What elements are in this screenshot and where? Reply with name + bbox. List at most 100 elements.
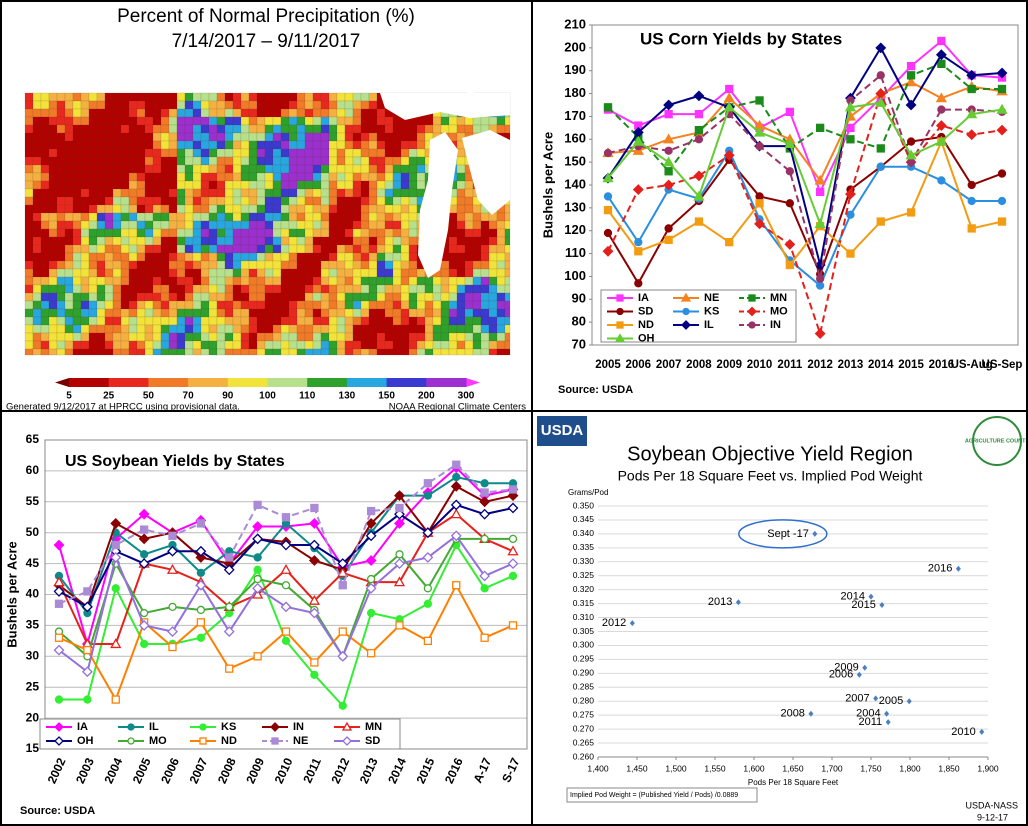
- marker: [906, 157, 916, 167]
- map-cell: [176, 116, 186, 126]
- map-cell: [32, 244, 42, 254]
- marker: [997, 217, 1007, 226]
- map-cell: [288, 124, 298, 134]
- map-cell: [368, 268, 378, 278]
- map-cell: [464, 116, 474, 126]
- map-cell: [480, 228, 490, 238]
- map-cell: [240, 212, 250, 222]
- map-cell: [112, 196, 122, 206]
- map-cell: [88, 188, 98, 198]
- point: [884, 710, 890, 717]
- map-cell: [120, 340, 130, 350]
- map-cell: [240, 332, 250, 342]
- map-cell: [72, 292, 82, 302]
- map-cell: [40, 172, 50, 182]
- legend-label: KS: [704, 305, 719, 317]
- map-cell: [288, 156, 298, 166]
- map-cell: [328, 332, 338, 342]
- map-cell: [376, 332, 386, 342]
- map-cell: [240, 268, 250, 278]
- map-cell: [488, 228, 498, 238]
- map-cell: [32, 316, 42, 326]
- map-cell: [400, 324, 410, 334]
- map-cell: [304, 156, 314, 166]
- map-cell: [440, 260, 450, 270]
- map-cell: [248, 164, 258, 174]
- map-cell: [408, 180, 418, 190]
- map-cell: [264, 284, 274, 294]
- map-cell: [256, 276, 266, 286]
- map-cell: [232, 284, 242, 294]
- map-cell: [48, 156, 58, 166]
- map-cell: [240, 180, 250, 190]
- map-cell: [216, 148, 226, 158]
- legend-marker: [127, 723, 135, 731]
- colorbar-segment: [386, 378, 427, 387]
- map-cell: [80, 244, 90, 254]
- map-cell: [216, 220, 226, 230]
- x-tick-label: 2005: [595, 359, 621, 371]
- map-cell: [416, 348, 426, 356]
- map-cell: [432, 348, 442, 356]
- map-cell: [168, 292, 178, 302]
- map-cell: [160, 196, 170, 206]
- marker: [111, 584, 120, 593]
- map-cell: [248, 180, 258, 190]
- map-cell: [320, 348, 330, 356]
- map-cell: [248, 316, 258, 326]
- map-cell: [312, 108, 322, 118]
- colorbar-segment: [307, 378, 348, 387]
- map-cell: [176, 140, 186, 150]
- map-cell: [72, 260, 82, 270]
- map-cell: [288, 180, 298, 190]
- map-cell: [232, 308, 242, 318]
- map-cell: [112, 340, 122, 350]
- marker: [753, 126, 766, 137]
- map-cell: [32, 268, 42, 278]
- map-cell: [408, 164, 418, 174]
- map-cell: [224, 244, 234, 254]
- map-cell: [296, 228, 306, 238]
- map-cell: [256, 148, 266, 158]
- map-cell: [232, 348, 242, 356]
- map-cell: [136, 164, 146, 174]
- map-cell: [136, 284, 146, 294]
- map-cell: [376, 132, 386, 142]
- map-cell: [392, 300, 402, 310]
- map-cell: [168, 172, 178, 182]
- map-cell: [56, 252, 66, 262]
- map-cell: [72, 244, 82, 254]
- map-cell: [320, 100, 330, 110]
- map-cell: [136, 332, 146, 342]
- map-cell: [160, 268, 170, 278]
- map-cell: [48, 108, 58, 118]
- map-cell: [72, 100, 82, 110]
- map-cell: [264, 292, 274, 302]
- map-cell: [176, 124, 186, 134]
- map-cell: [152, 212, 162, 222]
- marker: [663, 99, 675, 111]
- map-cell: [400, 316, 410, 326]
- x-tick-label: 1,400: [587, 763, 609, 773]
- plot-frame: [591, 24, 1019, 346]
- map-cell: [416, 180, 426, 190]
- map-cell: [256, 340, 266, 350]
- map-cell: [392, 308, 402, 318]
- marker: [423, 584, 433, 593]
- map-cell: [280, 188, 290, 198]
- map-cell: [224, 212, 234, 222]
- map-cell: [496, 316, 506, 326]
- map-cell: [56, 228, 66, 238]
- map-cell: [56, 196, 66, 206]
- map-cell: [496, 276, 506, 286]
- map-cell: [136, 316, 146, 326]
- map-cell: [128, 100, 138, 110]
- map-cell: [64, 292, 74, 302]
- map-cell: [392, 116, 402, 126]
- logo: AGRICULTURE COUNTS: [965, 438, 1028, 444]
- map-cell: [288, 172, 298, 182]
- map-cell: [96, 100, 106, 110]
- map-cell: [224, 316, 234, 326]
- map-cell: [392, 180, 402, 190]
- map-cell: [104, 116, 114, 126]
